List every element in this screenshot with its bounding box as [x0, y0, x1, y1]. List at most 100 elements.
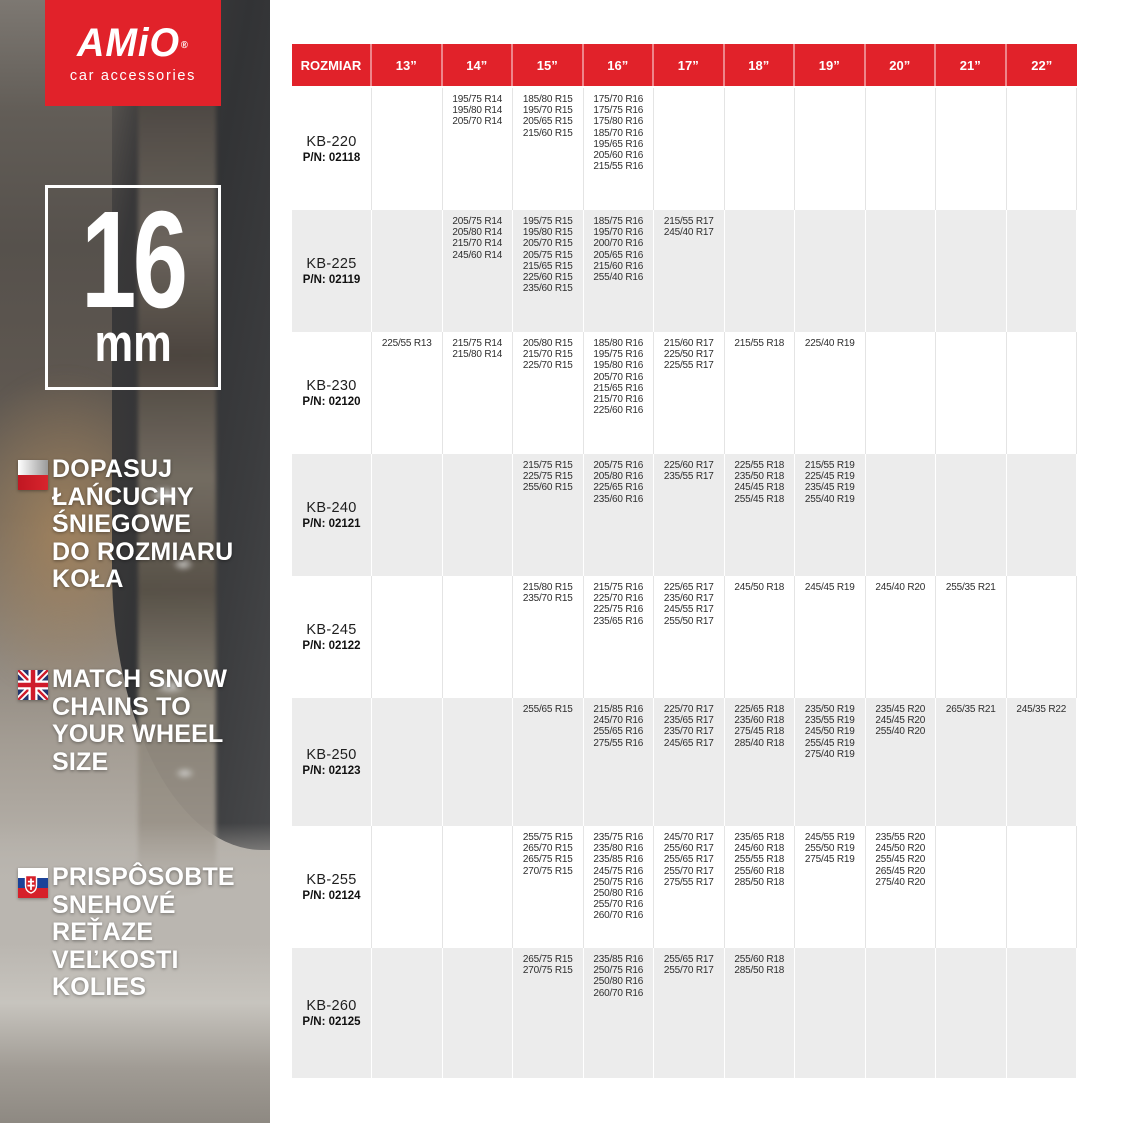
product-part-number: P/N: 02121	[302, 518, 361, 530]
table-header: ROZMIAR 13” 14” 15” 16” 17” 18” 19” 20” 21” 22”	[292, 44, 1077, 86]
size-table: ROZMIAR 13” 14” 15” 16” 17” 18” 19” 20” 21” 22” KB…	[292, 44, 1077, 1078]
product-model: KB-250	[306, 747, 357, 763]
tire-size: 225/70 R15	[522, 360, 573, 372]
tire-size: 245/50 R19	[804, 726, 855, 738]
message-line: SIZE	[52, 747, 109, 776]
tire-size: 235/65 R16	[593, 615, 644, 627]
tire-sizes-cell	[1007, 88, 1077, 210]
tire-sizes-cell: 215/60 R17 225/50 R17 225/55 R17	[654, 332, 725, 454]
tire-size: 215/55 R16	[593, 161, 644, 173]
tire-size: 275/55 R16	[593, 737, 644, 749]
tire-sizes-cell: 225/55 R18 235/50 R18 245/45 R18 255/45 R18	[725, 454, 795, 576]
product-cell: KB-225 P/N: 02119	[292, 210, 372, 332]
tire-sizes-cell: 265/35 R21	[936, 698, 1007, 826]
tire-sizes-cell	[1007, 948, 1077, 1078]
tire-size: 245/55 R19	[804, 832, 855, 843]
tire-sizes-cell	[1007, 826, 1077, 948]
tire-size: 195/65 R16	[593, 138, 644, 150]
tire-size: 245/45 R18	[734, 482, 785, 494]
tire-size: 255/65 R16	[593, 726, 644, 738]
tire-size: 245/35 R22	[1016, 704, 1067, 715]
tire-sizes-cell	[372, 698, 443, 826]
tire-size: 285/50 R18	[734, 876, 785, 888]
table-row: KB-260 P/N: 02125 265/75 R15 270/75 R15 235/…	[292, 948, 1077, 1078]
tire-size: 235/60 R16	[593, 493, 644, 505]
tire-size: 245/45 R19	[804, 582, 855, 593]
tire-size: 225/65 R16	[593, 482, 644, 494]
tire-size: 255/70 R17	[663, 865, 714, 877]
product-model: KB-230	[306, 378, 357, 394]
product-cell: KB-260 P/N: 02125	[292, 948, 372, 1078]
tire-sizes-cell	[443, 576, 513, 698]
tire-size: 245/60 R18	[734, 843, 785, 855]
tire-size: 200/70 R16	[593, 238, 644, 250]
tire-size: 255/40 R19	[804, 493, 855, 505]
tire-sizes-cell	[372, 576, 443, 698]
tire-size: 195/70 R15	[522, 105, 573, 117]
message-line: KOLIES	[52, 973, 147, 1001]
tire-sizes-cell	[795, 88, 866, 210]
tire-size: 225/75 R15	[522, 471, 573, 483]
tire-sizes-cell	[372, 88, 443, 210]
header-rim-size: 13”	[372, 44, 443, 86]
tire-sizes-cell	[866, 948, 936, 1078]
tire-sizes-cell: 255/75 R15 265/70 R15 265/75 R15 270/75 R15	[513, 826, 584, 948]
table-row: KB-230 P/N: 02120 225/55 R13 215/75 R14 215/…	[292, 332, 1077, 454]
tire-sizes-cell: 215/55 R19 225/45 R19 235/45 R19 255/40 R19	[795, 454, 866, 576]
tire-sizes-cell	[654, 88, 725, 210]
product-model: KB-225	[306, 256, 357, 272]
tire-size: 235/55 R20	[875, 832, 926, 843]
tire-size: 255/60 R15	[522, 482, 573, 494]
tire-sizes-cell: 225/60 R17 235/55 R17	[654, 454, 725, 576]
message-line: VEĽKOSTI	[52, 945, 179, 974]
uk-flag-icon	[18, 670, 48, 700]
tire-sizes-cell: 235/55 R20 245/50 R20 255/45 R20 265/45 R20…	[866, 826, 936, 948]
tire-sizes-cell	[443, 948, 513, 1078]
tire-sizes-cell: 205/80 R15 215/70 R15 225/70 R15	[513, 332, 584, 454]
tire-size: 250/75 R16	[593, 876, 644, 888]
tire-sizes-cell: 245/50 R18	[725, 576, 795, 698]
product-cell: KB-250 P/N: 02123	[292, 698, 372, 826]
message-line: CHAINS TO	[52, 692, 191, 721]
tire-size: 245/65 R17	[663, 737, 714, 749]
tire-sizes-cell: 185/75 R16 195/70 R16 200/70 R16 205/65 R16…	[584, 210, 654, 332]
tire-sizes-cell: 225/40 R19	[795, 332, 866, 454]
header-rim-size: 22”	[1006, 44, 1077, 86]
tire-size: 265/75 R15	[522, 954, 573, 965]
tire-size: 235/75 R16	[593, 832, 644, 843]
tire-size: 235/70 R17	[663, 726, 714, 738]
tire-size: 265/70 R15	[522, 843, 573, 855]
product-part-number: P/N: 02120	[302, 396, 361, 408]
message-line: ŁAŃCUCHY	[52, 482, 194, 511]
header-rim-size: 18”	[724, 44, 795, 86]
tire-size: 215/55 R19	[804, 460, 855, 471]
tire-size: 245/50 R20	[875, 843, 926, 855]
message-line: REŤAZE	[52, 918, 154, 946]
product-cell: KB-255 P/N: 02124	[292, 826, 372, 948]
tire-size: 215/55 R17	[663, 216, 714, 227]
brand-tagline: car accessories	[69, 67, 197, 84]
product-model: KB-220	[306, 134, 357, 150]
tire-size: 205/70 R14	[452, 116, 503, 128]
tire-sizes-cell: 245/40 R20	[866, 576, 936, 698]
message-lines-polish: DOPASUJ ŁAŃCUCHY ŚNIEGOWE DO ROZMIARU KOŁA	[52, 455, 233, 594]
tire-size: 255/40 R16	[593, 272, 644, 284]
product-model: KB-255	[306, 872, 357, 888]
tire-size: 225/55 R17	[663, 360, 714, 372]
tire-sizes-cell: 255/35 R21	[936, 576, 1007, 698]
product-cell: KB-230 P/N: 02120	[292, 332, 372, 454]
chain-size-value: 16	[81, 182, 188, 337]
tire-size: 275/55 R17	[663, 876, 714, 888]
table-body: KB-220 P/N: 02118 195/75 R14 195/80 R14 205/…	[292, 88, 1077, 1078]
tire-size: 195/80 R16	[593, 360, 644, 372]
tire-size: 195/80 R14	[452, 105, 503, 117]
tire-size: 205/70 R16	[593, 371, 644, 383]
tire-size: 255/45 R20	[875, 854, 926, 866]
tire-size: 205/80 R14	[452, 227, 503, 239]
tire-sizes-cell	[866, 454, 936, 576]
tire-size: 235/65 R17	[663, 715, 714, 727]
tire-sizes-cell: 225/70 R17 235/65 R17 235/70 R17 245/65 R17	[654, 698, 725, 826]
tire-sizes-cell: 245/55 R19 255/50 R19 275/45 R19	[795, 826, 866, 948]
header-rim-size: 20”	[865, 44, 936, 86]
